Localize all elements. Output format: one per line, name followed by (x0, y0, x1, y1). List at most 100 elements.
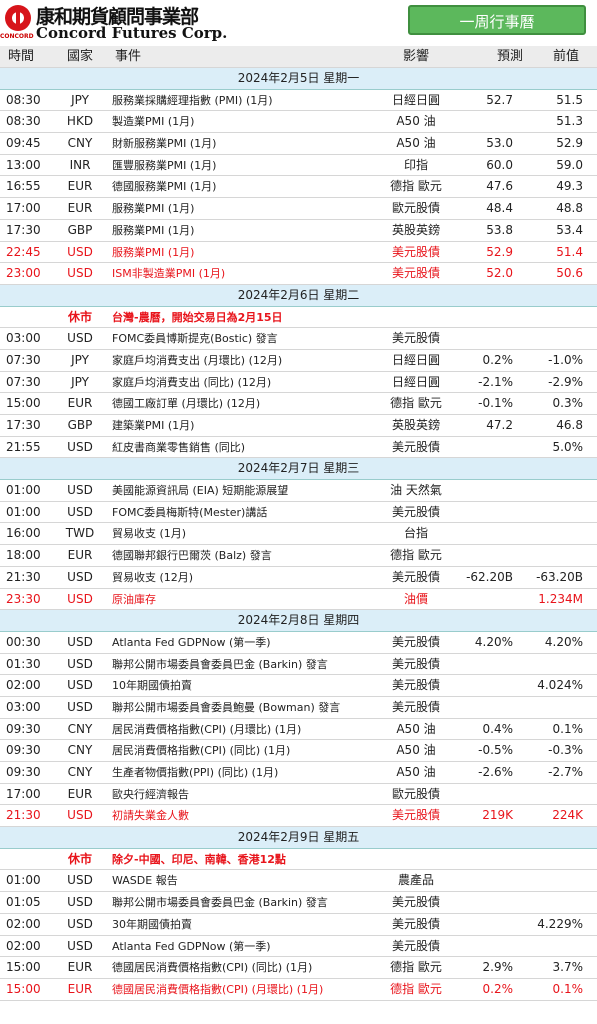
impact: 美元股債 (391, 656, 440, 671)
event-row: 07:30 JPY 家庭戶均消費支出 (月環比) (12月) 日經日圓 0.2% -1.0… (0, 350, 597, 372)
country: USD (67, 634, 93, 649)
time: 15:00 (6, 396, 41, 411)
country: EUR (67, 981, 93, 996)
event-row: 21:30 USD 貿易收支 (12月) 美元股債 -62.20B -63.20B (0, 567, 597, 589)
forecast: -0.1% (478, 396, 513, 411)
event: 德國居民消費價格指數(CPI) (月環比) (1月) (112, 982, 324, 996)
event-row: 01:30 USD 聯邦公開市場委員會委員巴金 (Barkin) 發言 美元股債 (0, 654, 597, 676)
country: GBP (67, 222, 93, 237)
previous: 46.8 (556, 418, 583, 432)
day-header: 2024年2月8日 星期四 (0, 610, 597, 632)
previous: 3.7% (552, 960, 584, 975)
event-row: 23:30 USD 原油庫存 油價 1.234M (0, 589, 597, 611)
event-row: 21:30 USD 初請失業金人數 美元股債 219K 224K (0, 805, 597, 828)
event: 30年期國債拍賣 (112, 917, 192, 931)
event-row: 03:00 USD 聯邦公開市場委員會委員鮑曼 (Bowman) 發言 美元股債 (0, 697, 597, 719)
previous: 1.234M (538, 591, 583, 606)
event-row: 09:30 CNY 生產者物價指數(PPI) (同比) (1月) A50 油 -2.6%… (0, 762, 597, 784)
event-row: 08:30 JPY 服務業採購經理指數 (PMI) (1月) 日經日圓 52.7 51.5 (0, 90, 597, 112)
event-row: 22:45 USD 服務業PMI (1月) 美元股債 52.9 51.4 (0, 242, 597, 264)
event-row: 02:00 USD Atlanta Fed GDPNow (第一季) 美元股債 (0, 936, 597, 958)
time: 23:00 (6, 266, 41, 281)
event: 服務業PMI (1月) (112, 245, 195, 259)
country: EUR (67, 786, 93, 801)
previous: 224K (552, 808, 583, 823)
impact: 油價 (403, 591, 428, 606)
forecast: 52.9 (486, 244, 513, 259)
impact: A50 油 (396, 136, 436, 151)
forecast: 2.9% (482, 960, 514, 975)
time: 16:55 (6, 179, 41, 194)
forecast: 0.2% (482, 352, 514, 367)
impact: 美元股債 (391, 938, 440, 953)
impact: 美元股債 (391, 266, 440, 281)
column-header: 時間 國家 事件 影響 預測 前值 (0, 46, 597, 68)
country: CNY (67, 136, 93, 151)
country: USD (67, 569, 93, 584)
event: 歐央行經濟報告 (112, 787, 189, 801)
event-row: 03:00 USD FOMC委員博斯提克(Bostic) 發言 美元股債 (0, 328, 597, 350)
country: USD (67, 895, 93, 910)
time: 02:00 (6, 938, 41, 953)
forecast: 219K (482, 808, 513, 823)
event-row: 17:00 EUR 歐央行經濟報告 歐元股債 (0, 784, 597, 806)
previous: 50.6 (556, 266, 583, 281)
time: 01:00 (6, 504, 41, 519)
column-label: 影響 (402, 49, 429, 64)
time: 15:00 (6, 960, 41, 975)
calendar-button[interactable]: 一周行事曆 (408, 5, 586, 35)
event: 家庭戶均消費支出 (同比) (12月) (112, 375, 272, 389)
country: INR (69, 157, 91, 172)
forecast: 53.0 (486, 136, 513, 151)
time: 09:45 (6, 136, 41, 151)
event: 聯邦公開市場委員會委員巴金 (Barkin) 發言 (112, 896, 328, 910)
previous: 0.1% (552, 721, 584, 736)
event: 服務業採購經理指數 (PMI) (1月) (112, 93, 273, 107)
holiday-note: 除夕-中國、印尼、南韓、香港12點 (112, 852, 286, 866)
forecast: -62.20B (466, 569, 513, 584)
event: 原油庫存 (112, 592, 156, 606)
country: USD (67, 266, 93, 281)
impact: 日經日圓 (391, 374, 440, 389)
previous: 0.1% (552, 981, 584, 996)
impact: 日經日圓 (391, 352, 440, 367)
event-row: 17:30 GBP 建築業PMI (1月) 英股英鎊 47.2 46.8 (0, 415, 597, 437)
event-row: 02:00 USD 10年期國債拍賣 美元股債 4.024% (0, 675, 597, 697)
forecast: 47.2 (486, 418, 513, 432)
previous: 52.9 (556, 136, 583, 151)
previous: -2.7% (548, 765, 583, 779)
event-row: 08:30 HKD 製造業PMI (1月) A50 油 51.3 (0, 111, 597, 134)
time: 00:30 (6, 634, 41, 649)
event-row: 09:45 CNY 財新服務業PMI (1月) A50 油 53.0 52.9 (0, 133, 597, 155)
time: 17:00 (6, 786, 41, 801)
event-row: 18:00 EUR 德國聯邦銀行巴爾茨 (Balz) 發言 德指 歐元 (0, 545, 597, 567)
holiday-label: 休市 (67, 309, 92, 324)
previous: 59.0 (556, 157, 583, 172)
impact: 美元股債 (391, 331, 440, 346)
event-row: 09:30 CNY 居民消費價格指數(CPI) (月環比) (1月) A50 油 0.4… (0, 719, 597, 741)
impact: 德指 歐元 (390, 179, 442, 194)
event: 初請失業金人數 (112, 809, 189, 823)
time: 16:00 (6, 526, 41, 541)
day-header: 2024年2月7日 星期三 (0, 458, 597, 481)
previous: 4.229% (537, 916, 583, 931)
impact: 美元股債 (391, 678, 440, 693)
country: CNY (67, 743, 93, 758)
country: USD (67, 656, 93, 671)
time: 09:30 (6, 765, 41, 779)
event: 貿易收支 (12月) (112, 570, 194, 584)
event: 服務業PMI (1月) (112, 223, 195, 237)
forecast: 48.4 (486, 201, 513, 216)
event: 德國居民消費價格指數(CPI) (同比) (1月) (112, 961, 313, 975)
country: EUR (67, 396, 93, 411)
impact: A50 油 (396, 721, 436, 736)
time: 17:00 (6, 201, 41, 216)
event: 製造業PMI (1月) (112, 115, 195, 129)
time: 23:30 (6, 591, 41, 606)
previous: 48.8 (556, 201, 583, 216)
logo-icon (5, 5, 31, 31)
impact: 美元股債 (391, 504, 440, 519)
previous: 51.5 (556, 92, 583, 107)
column-label: 國家 (66, 49, 93, 64)
country: USD (67, 873, 93, 888)
